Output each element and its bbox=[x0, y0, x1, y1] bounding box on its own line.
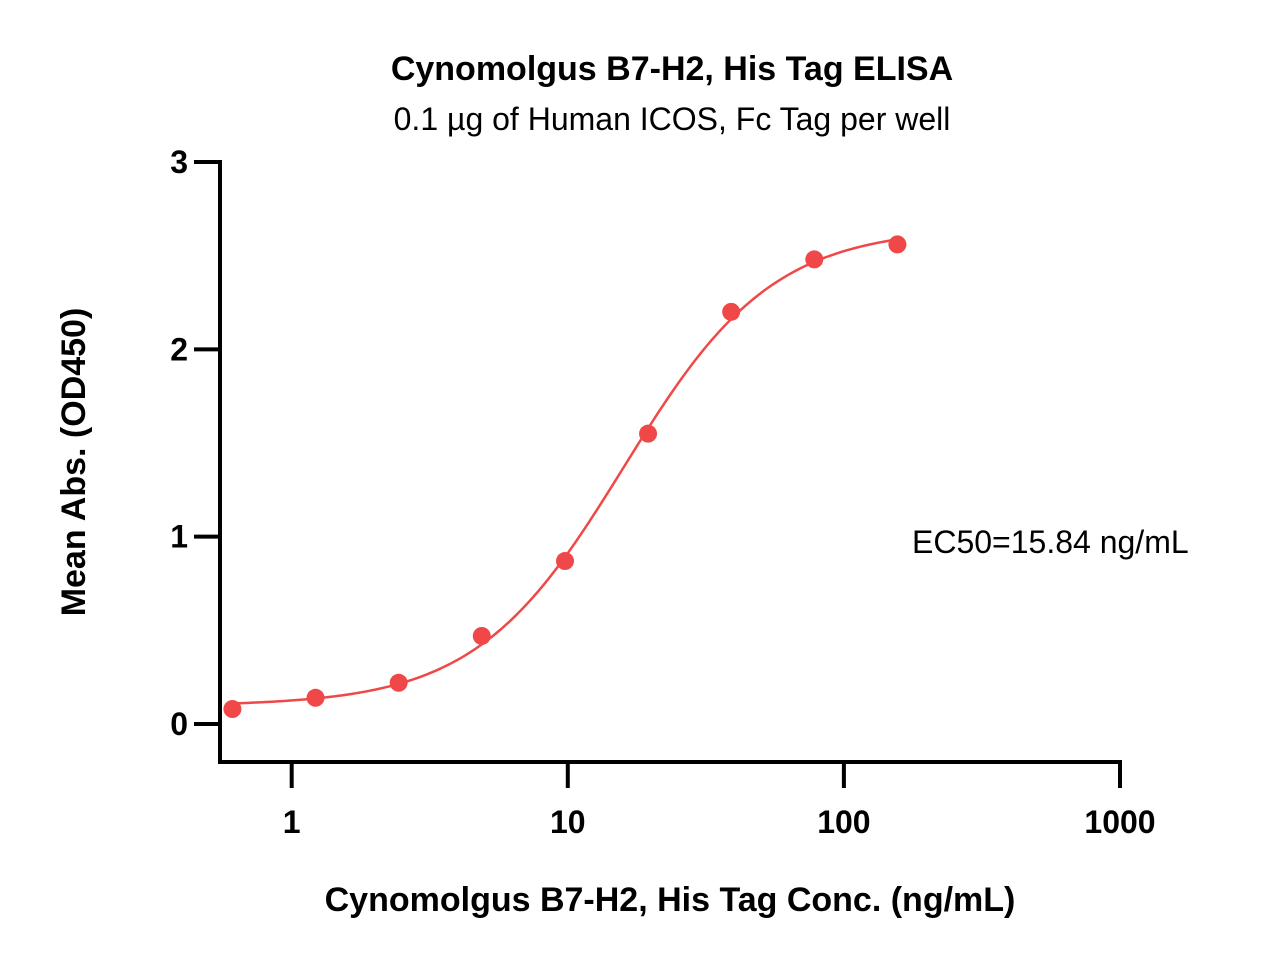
ec50-annotation: EC50=15.84 ng/mL bbox=[912, 524, 1189, 560]
data-point bbox=[389, 673, 408, 692]
chart-subtitle: 0.1 µg of Human ICOS, Fc Tag per well bbox=[394, 101, 951, 137]
x-axis: 1 10 100 1000 bbox=[218, 760, 1156, 840]
data-point bbox=[639, 424, 658, 443]
data-point bbox=[805, 250, 824, 269]
x-tick-label: 100 bbox=[817, 804, 870, 840]
x-tick-label: 1000 bbox=[1084, 804, 1155, 840]
x-tick-label: 1 bbox=[283, 804, 301, 840]
x-tick-label: 10 bbox=[550, 804, 586, 840]
y-tick-label: 1 bbox=[170, 519, 188, 555]
data-point bbox=[306, 688, 325, 707]
data-point bbox=[472, 626, 491, 645]
x-axis-label: Cynomolgus B7-H2, His Tag Conc. (ng/mL) bbox=[325, 881, 1016, 919]
y-tick-label: 2 bbox=[170, 331, 188, 367]
y-axis-label: Mean Abs. (OD450) bbox=[55, 308, 93, 617]
y-tick-label: 3 bbox=[170, 144, 188, 180]
data-point bbox=[888, 235, 907, 254]
data-point bbox=[556, 552, 575, 571]
data-point bbox=[223, 700, 242, 719]
chart-title: Cynomolgus B7-H2, His Tag ELISA bbox=[391, 50, 953, 88]
fit-curves bbox=[232, 238, 898, 705]
fit-curve bbox=[232, 238, 898, 705]
data-points bbox=[223, 235, 907, 719]
y-tick-label: 0 bbox=[170, 706, 188, 742]
data-point bbox=[722, 302, 741, 321]
y-axis: 0 1 2 3 bbox=[170, 144, 222, 762]
